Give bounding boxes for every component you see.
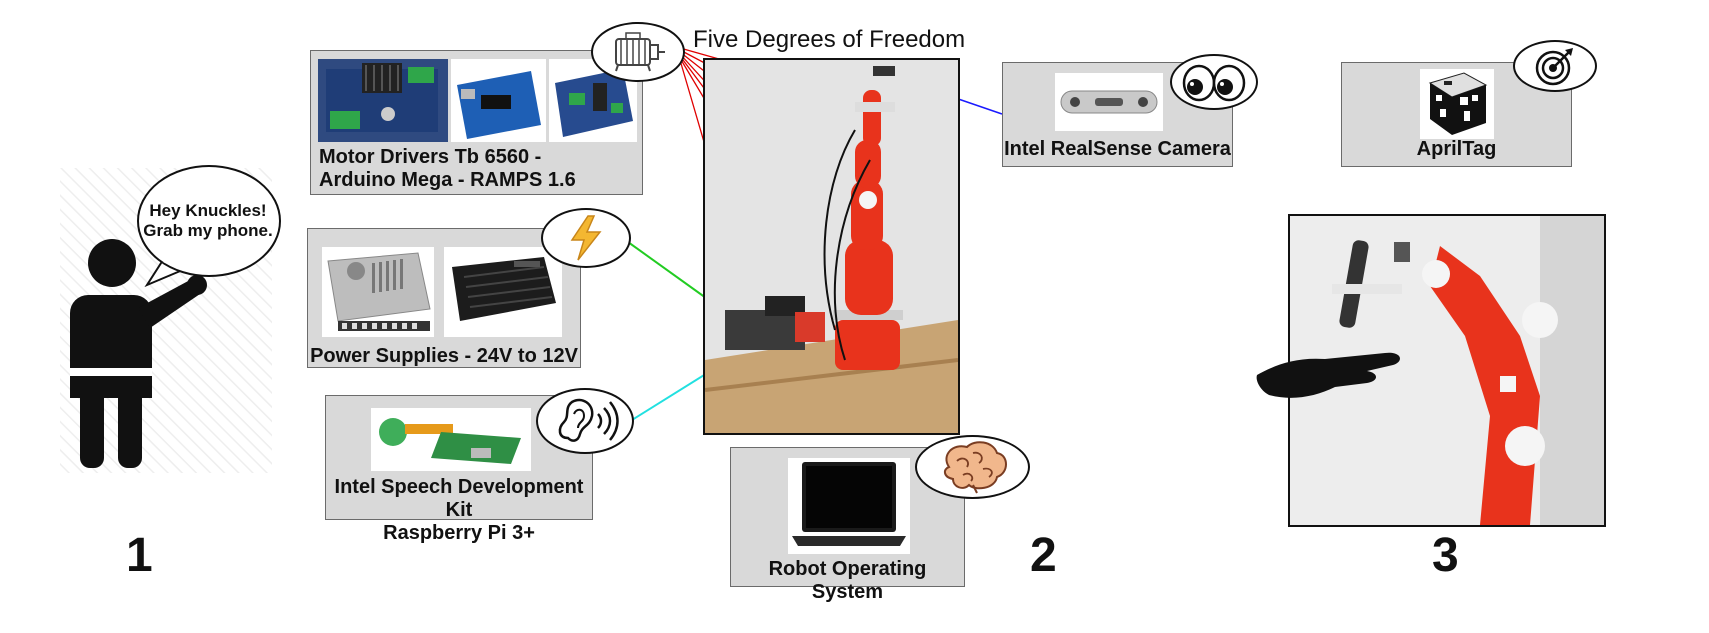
ear-sound-icon (536, 388, 634, 454)
realsense-camera-image (1055, 73, 1163, 131)
motor-caption-line-1: Motor Drivers Tb 6560 - (319, 146, 542, 168)
apriltag-panel: AprilTag (1341, 62, 1572, 167)
arduino-mega-image (451, 59, 546, 142)
motor-driver-board-image (318, 59, 448, 142)
speech-kit-line-2: Raspberry Pi 3+ (383, 522, 535, 544)
step-number-1: 1 (126, 529, 153, 582)
speech-kit-line-1: Intel Speech Development Kit (334, 476, 584, 521)
camera-caption: Intel RealSense Camera (1004, 138, 1231, 160)
motor-drivers-panel: Motor Drivers Tb 6560 - Arduino Mega - R… (310, 50, 643, 195)
laptop-image (788, 458, 910, 554)
camera-panel: Intel RealSense Camera (1002, 62, 1233, 167)
speech-bubble-shape (137, 165, 281, 288)
speech-kit-image (371, 408, 531, 471)
speech-bubble: Hey Knuckles! Grab my phone. (133, 163, 283, 288)
converter-image (444, 247, 562, 337)
apriltag-cube-image (1420, 69, 1494, 139)
power-supplies-panel: Power Supplies - 24V to 12V (307, 228, 581, 368)
ramps-board-image (549, 59, 637, 142)
hand-icon (1256, 352, 1400, 398)
apriltag-caption: AprilTag (1416, 138, 1497, 160)
step-number-3: 3 (1432, 529, 1459, 582)
step-number-2: 2 (1030, 529, 1057, 582)
brain-icon (915, 435, 1030, 499)
power-supplies-caption: Power Supplies - 24V to 12V (310, 345, 578, 367)
target-icon (1513, 40, 1597, 92)
speech-line-1: Hey Knuckles! (149, 201, 267, 220)
motor-caption-line-2: Arduino Mega - RAMPS 1.6 (319, 169, 576, 191)
speech-kit-caption: Intel Speech Development Kit Raspberry P… (326, 476, 592, 545)
power-supply-image (322, 247, 434, 337)
robot-arm-photo (703, 58, 960, 435)
grasp-demo-photo (1288, 214, 1606, 527)
speech-line-2: Grab my phone. (143, 221, 273, 240)
motor-drivers-caption: Motor Drivers Tb 6560 - Arduino Mega - R… (311, 146, 642, 192)
motor-icon (591, 22, 685, 82)
eyes-icon (1170, 54, 1258, 110)
lightning-icon (541, 208, 631, 268)
diagram-title: Five Degrees of Freedom (693, 26, 966, 53)
ros-caption: Robot Operating System (768, 558, 927, 603)
